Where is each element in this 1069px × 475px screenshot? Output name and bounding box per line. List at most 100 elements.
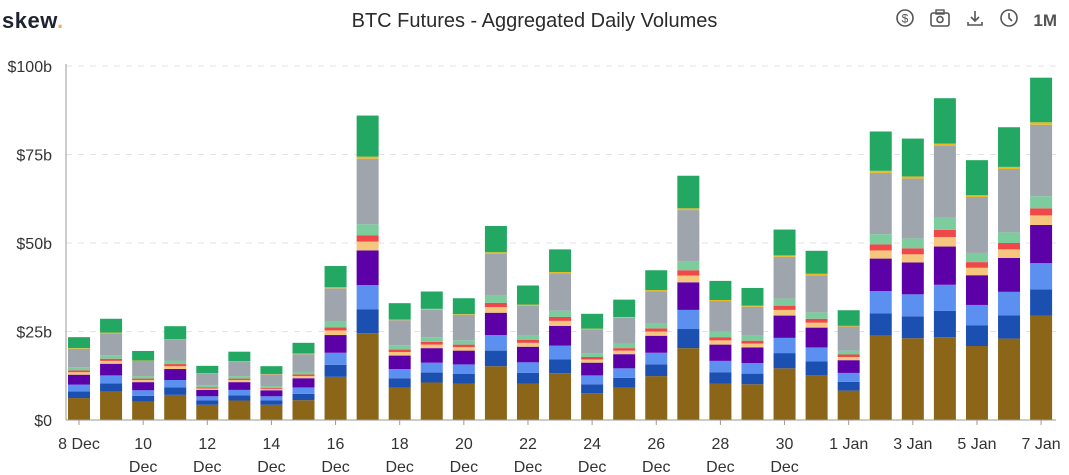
- bar-segment: [645, 290, 668, 292]
- bar-segment: [837, 372, 860, 382]
- dollar-circle-icon[interactable]: $: [895, 8, 915, 33]
- bar-segment: [260, 386, 283, 388]
- bar-segment: [965, 196, 988, 253]
- bar-segment: [164, 360, 187, 365]
- x-tick-label: 16: [327, 436, 345, 453]
- bar-segment: [613, 348, 636, 351]
- bar-segment: [228, 378, 251, 380]
- bar-segment: [581, 328, 604, 330]
- x-tick-label: 26: [647, 436, 665, 453]
- bar-segment: [1030, 315, 1053, 420]
- bar-segment: [196, 365, 219, 374]
- bar-segment: [837, 326, 860, 351]
- bar-segment: [388, 352, 411, 356]
- bar-segment: [741, 363, 764, 374]
- bar-segment: [837, 325, 860, 327]
- bar-segment: [869, 244, 892, 251]
- bar-segment: [645, 335, 668, 353]
- bar-segment: [324, 287, 347, 289]
- bar-segment: [1030, 224, 1053, 264]
- bar-segment: [549, 310, 572, 317]
- bar-segment: [869, 170, 892, 173]
- bar-segment: [805, 275, 828, 313]
- y-tick-label: $75b: [16, 148, 52, 165]
- bar-segment: [933, 246, 956, 285]
- bar-segment: [196, 388, 219, 390]
- bar-segment: [965, 160, 988, 196]
- bar-segment: [965, 195, 988, 197]
- bar-segment: [484, 312, 507, 336]
- bar-segment: [933, 236, 956, 247]
- svg-text:$: $: [902, 12, 909, 26]
- bar-segment: [645, 376, 668, 420]
- bar-segment: [677, 208, 700, 211]
- bar-segment: [420, 291, 443, 309]
- bar-segment: [709, 331, 732, 338]
- download-icon[interactable]: [965, 8, 985, 33]
- bar-segment: [998, 315, 1021, 339]
- chart-title: BTC Futures - Aggregated Daily Volumes: [351, 10, 718, 32]
- bar-segment: [132, 378, 155, 380]
- bar-segment: [645, 328, 668, 332]
- bar-segment: [869, 172, 892, 235]
- bar-segment: [677, 275, 700, 283]
- bar-segment: [998, 249, 1021, 258]
- x-tick-label-month: Dec: [450, 459, 478, 475]
- bar-segment: [68, 337, 90, 349]
- bar-segment: [1030, 77, 1053, 123]
- bar-segment: [613, 354, 636, 369]
- bar-segment: [68, 374, 90, 385]
- x-tick-label: 24: [583, 436, 601, 453]
- bar-segment: [837, 356, 860, 361]
- bar-segment: [677, 210, 700, 262]
- bar-segment: [356, 309, 379, 334]
- bar-segment: [677, 309, 700, 330]
- bar-segment: [773, 256, 796, 299]
- bar-segment: [773, 229, 796, 256]
- bar-segment: [741, 343, 764, 348]
- bar-segment: [933, 217, 956, 230]
- bar-segment: [549, 325, 572, 346]
- bar-segment: [164, 394, 187, 420]
- bar-segment: [164, 369, 187, 380]
- bar-segment: [901, 338, 924, 420]
- bar-segment: [132, 395, 155, 402]
- bar-segment: [709, 360, 732, 373]
- bar-segment: [965, 252, 988, 263]
- y-tick-label: $0: [34, 413, 52, 430]
- bar-segment: [484, 295, 507, 303]
- bar-segment: [901, 178, 924, 239]
- bar-segment: [100, 332, 123, 334]
- bar-segment: [741, 306, 764, 336]
- bar-segment: [388, 320, 411, 346]
- bar-segment: [420, 362, 443, 373]
- bar-segment: [549, 316, 572, 321]
- bar-segment: [484, 252, 507, 254]
- bar-segment: [998, 243, 1021, 250]
- x-tick-label: 28: [712, 436, 730, 453]
- time-range-button[interactable]: 1M: [1033, 10, 1057, 30]
- bar-segment: [356, 241, 379, 251]
- bar-segment: [420, 382, 443, 420]
- bar-segment: [452, 340, 475, 345]
- bar-segment: [677, 261, 700, 271]
- bar-segment: [164, 326, 187, 340]
- bar-segment: [68, 348, 90, 349]
- skew-logo[interactable]: skew.: [2, 8, 64, 34]
- bar-segment: [228, 379, 251, 383]
- camera-icon[interactable]: [929, 8, 951, 33]
- bar-segment: [805, 250, 828, 274]
- bar-segment: [869, 258, 892, 292]
- bar-segment: [998, 166, 1021, 170]
- bar-segment: [741, 287, 764, 306]
- bar-segment: [901, 176, 924, 179]
- clock-icon[interactable]: [999, 8, 1019, 33]
- bar-segment: [805, 318, 828, 323]
- bar-segment: [516, 346, 539, 363]
- bar-segment: [581, 313, 604, 329]
- bar-segment: [292, 400, 315, 420]
- bar-segment: [516, 342, 539, 347]
- bar-segment: [709, 372, 732, 384]
- bar-segment: [869, 291, 892, 314]
- bar-segment: [484, 307, 507, 313]
